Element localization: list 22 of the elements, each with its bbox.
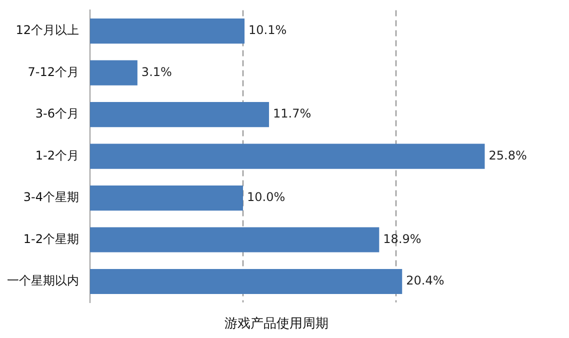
data-label: 25.8% [488, 148, 527, 162]
bar [90, 60, 138, 86]
bar [90, 102, 270, 128]
data-label: 11.7% [273, 106, 312, 121]
y-tick-label: 3-4个星期 [23, 190, 79, 204]
y-tick-label: 1-2个星期 [23, 232, 79, 246]
y-tick-label: 1-2个月 [35, 148, 79, 162]
data-label: 3.1% [141, 64, 172, 79]
data-label: 10.1% [248, 23, 287, 38]
y-tick-label: 一个星期以内 [7, 274, 79, 288]
bar [90, 144, 485, 169]
y-tick-label: 3-6个月 [35, 106, 79, 121]
text: 游戏产品使用周期 [224, 316, 328, 332]
y-tick-label: 12个月以上 [16, 23, 79, 38]
bar [90, 18, 245, 44]
y-tick-label: 7-12个月 [28, 64, 79, 79]
data-label: 18.9% [383, 232, 422, 246]
data-label: 20.4% [406, 274, 444, 288]
bar [90, 227, 380, 252]
bar [90, 186, 243, 211]
bar [90, 269, 402, 294]
data-label: 10.0% [247, 190, 286, 204]
